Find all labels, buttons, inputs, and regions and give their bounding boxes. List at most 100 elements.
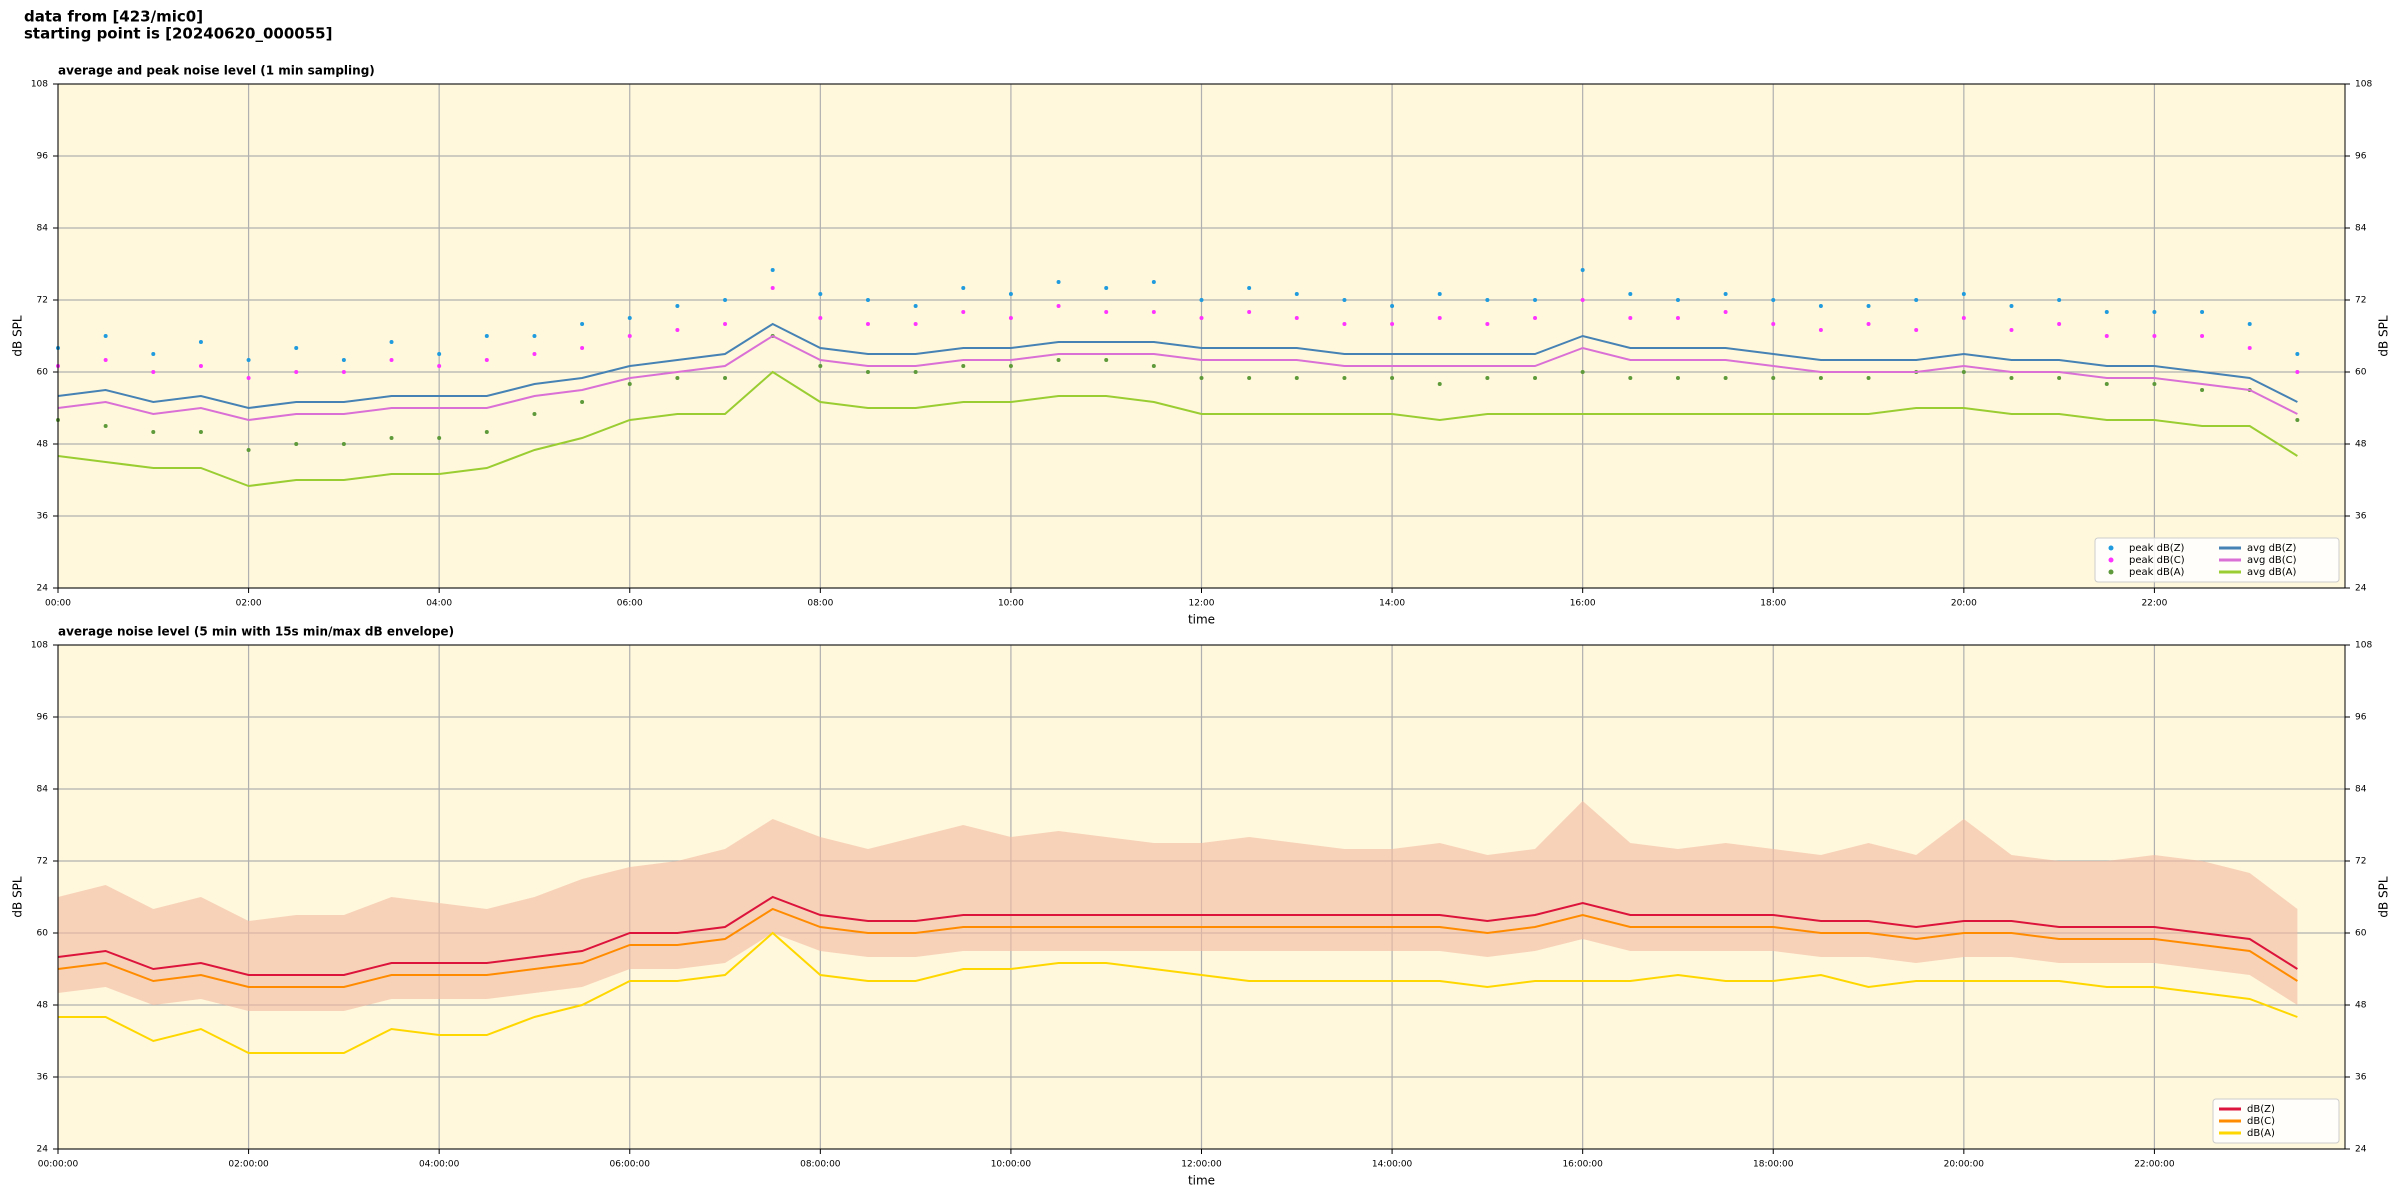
peak-point	[2152, 382, 2157, 386]
peak-point	[198, 430, 203, 434]
peak-point	[1628, 376, 1633, 380]
legend-label: peak dB(C)	[2129, 555, 2185, 566]
peak-point	[723, 376, 728, 380]
peak-point	[818, 316, 823, 320]
peak-point	[1056, 304, 1061, 308]
peak-point	[723, 298, 728, 302]
peak-point	[1866, 376, 1871, 380]
legend-label: avg dB(Z)	[2247, 543, 2297, 554]
series-line	[57, 907, 2298, 988]
x-tick-label: 08:00:00	[800, 1160, 841, 1170]
y-tick-label: 36	[37, 1073, 49, 1083]
y-tick-label: 48	[2355, 1001, 2367, 1011]
peak-point	[103, 334, 108, 338]
series-line	[57, 334, 2298, 422]
peak-point	[389, 358, 394, 362]
peak-point	[2104, 334, 2109, 338]
peak-point	[1199, 316, 1204, 320]
peak-point	[1675, 376, 1680, 380]
x-tick-label: 20:00	[1951, 599, 1977, 609]
peak-point	[1866, 304, 1871, 308]
y-tick-label: 72	[2355, 296, 2366, 306]
peak-point	[341, 370, 346, 374]
x-tick-label: 00:00:00	[38, 1160, 79, 1170]
peak-point	[341, 358, 346, 362]
peak-point	[1628, 316, 1633, 320]
peak-point	[580, 322, 585, 326]
legend-label: dB(Z)	[2247, 1104, 2275, 1115]
peak-point	[865, 370, 870, 374]
peak-point	[865, 322, 870, 326]
peak-point	[580, 400, 585, 404]
peak-point	[723, 322, 728, 326]
peak-point	[1580, 298, 1585, 302]
y-tick-label: 60	[37, 368, 49, 378]
peak-point	[1390, 376, 1395, 380]
peak-point	[1533, 316, 1538, 320]
peak-point	[1818, 376, 1823, 380]
peak-point	[1675, 316, 1680, 320]
peak-point	[913, 304, 918, 308]
peak-point	[2152, 334, 2157, 338]
x-tick-label: 10:00:00	[991, 1160, 1032, 1170]
y-tick-label: 24	[37, 1145, 49, 1155]
peak-point	[961, 286, 966, 290]
peak-point	[1151, 280, 1156, 284]
peak-point	[2295, 352, 2300, 356]
x-axis-label: time	[1188, 1174, 1215, 1188]
y-tick-label: 36	[2355, 512, 2367, 522]
peak-point	[246, 358, 251, 362]
peak-point	[961, 310, 966, 314]
peak-point	[2247, 322, 2252, 326]
peak-point	[818, 364, 823, 368]
y-tick-label: 24	[2355, 584, 2367, 594]
peak-point	[1390, 304, 1395, 308]
peak-point	[1485, 322, 1490, 326]
peak-point	[1533, 376, 1538, 380]
peak-point	[1247, 286, 1252, 290]
x-tick-label: 12:00	[1189, 599, 1215, 609]
peak-point	[2057, 298, 2062, 302]
peak-point	[1961, 292, 1966, 296]
peak-point	[1961, 316, 1966, 320]
peak-point	[1104, 358, 1109, 362]
x-tick-label: 10:00	[998, 599, 1024, 609]
peak-point	[389, 340, 394, 344]
peak-point	[2152, 310, 2157, 314]
peak-point	[675, 328, 680, 332]
series-line	[57, 895, 2298, 976]
x-tick-label: 16:00	[1570, 599, 1596, 609]
y-tick-label: 72	[37, 296, 48, 306]
y-tick-label: 84	[37, 785, 49, 795]
peak-point	[2057, 322, 2062, 326]
peak-point	[1914, 328, 1919, 332]
peak-point	[198, 340, 203, 344]
y-axis-label: dB SPL	[11, 876, 25, 918]
peak-point	[532, 334, 537, 338]
peak-point	[1247, 376, 1252, 380]
x-tick-label: 04:00:00	[419, 1160, 460, 1170]
y-axis-label: dB SPL	[11, 315, 25, 357]
peak-point	[1485, 298, 1490, 302]
peak-point	[580, 346, 585, 350]
peak-point	[2295, 418, 2300, 422]
peak-point	[294, 346, 299, 350]
peak-point	[437, 364, 442, 368]
peak-point	[2009, 304, 2014, 308]
peak-point	[1771, 298, 1776, 302]
peak-point	[1390, 322, 1395, 326]
peak-point	[151, 430, 156, 434]
peak-point	[1818, 328, 1823, 332]
peak-point	[484, 334, 489, 338]
plot-frame	[57, 644, 2346, 1150]
legend-marker	[2108, 557, 2114, 563]
y-axis-label: dB SPL	[2377, 315, 2391, 357]
peak-point	[961, 364, 966, 368]
peak-point	[103, 424, 108, 428]
peak-point	[246, 448, 251, 452]
peak-point	[1961, 370, 1966, 374]
legend-label: avg dB(A)	[2247, 567, 2297, 578]
envelope-area	[58, 801, 2298, 1011]
